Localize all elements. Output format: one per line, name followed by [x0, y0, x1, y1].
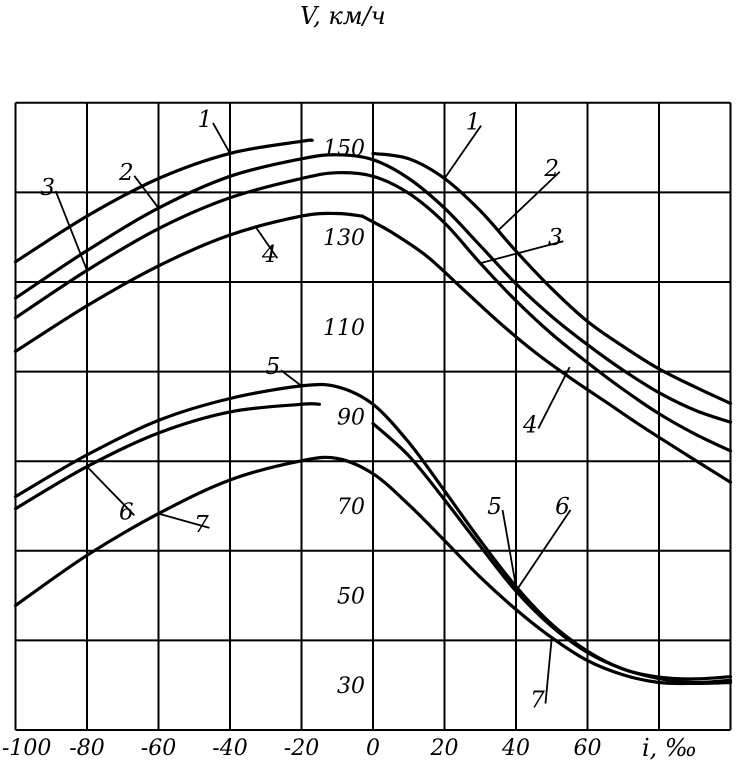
leader-line [497, 171, 561, 232]
y-tick-label: 30 [337, 674, 365, 699]
curve-label: 1 [198, 107, 213, 133]
grid [14, 101, 732, 731]
curve-label: 7 [530, 688, 545, 714]
curve-label: 3 [40, 175, 55, 201]
x-tick-labels: -100 -80 -60 -40 -20 0 20 40 60 [2, 736, 602, 761]
curve-6 [371, 422, 733, 685]
y-tick-label: 50 [337, 585, 365, 610]
curve-label: 5 [266, 354, 281, 380]
y-tick-label: 150 [323, 137, 365, 162]
leader-line [544, 637, 553, 704]
curve-label: 7 [194, 512, 209, 538]
x-tick-label: -20 [284, 736, 319, 761]
y-tick-labels: 30 50 70 90 110 130 150 [323, 137, 365, 700]
x-tick-label: -40 [212, 736, 247, 761]
curve-4 [360, 214, 733, 484]
label-leader-lines [54, 122, 572, 704]
curve-2 [13, 153, 733, 424]
leader-line [515, 509, 572, 592]
curve-label: 4 [522, 412, 538, 438]
curve-label: 1 [466, 110, 481, 136]
curve-3 [13, 170, 733, 453]
y-tick-label: 130 [323, 226, 365, 251]
x-tick-label: 20 [430, 736, 459, 761]
leader-line [133, 175, 160, 209]
leader-line [501, 509, 517, 587]
curve-label: 2 [118, 160, 134, 186]
x-tick-label: 0 [366, 736, 380, 761]
x-tick-label: 40 [501, 736, 530, 761]
leader-line [443, 125, 482, 180]
y-tick-label: 70 [337, 495, 365, 520]
curve-1 [13, 138, 314, 264]
y-tick-label: 90 [337, 405, 365, 430]
x-tick-label: -60 [141, 736, 176, 761]
y-axis-title: V, км/ч [300, 2, 386, 30]
leader-line [254, 225, 279, 259]
curve-label: 6 [119, 499, 134, 525]
curve-label: 4 [261, 242, 277, 268]
leader-line [280, 369, 303, 387]
x-tick-label: -100 [2, 736, 51, 761]
leader-line [212, 122, 231, 154]
curve-label: 3 [548, 225, 563, 251]
y-tick-label: 110 [323, 316, 365, 341]
curve-4 [13, 211, 364, 353]
x-tick-label: 60 [574, 736, 602, 761]
curve-7 [13, 455, 733, 686]
curve-label: 6 [555, 494, 570, 520]
leader-line [158, 512, 210, 529]
curve-labels: 1 2 3 4 1 2 3 4 5 6 7 5 6 7 [40, 107, 569, 714]
curve-label: 5 [487, 494, 502, 520]
leader-line [86, 465, 135, 517]
curve-1 [371, 151, 733, 405]
curve-label: 2 [543, 156, 559, 182]
x-tick-label: -80 [69, 736, 104, 761]
leader-line [54, 190, 88, 271]
curve-6 [13, 402, 321, 511]
curves [13, 138, 733, 686]
leader-line [537, 366, 571, 429]
x-axis-title: i, ‰ [642, 734, 697, 762]
